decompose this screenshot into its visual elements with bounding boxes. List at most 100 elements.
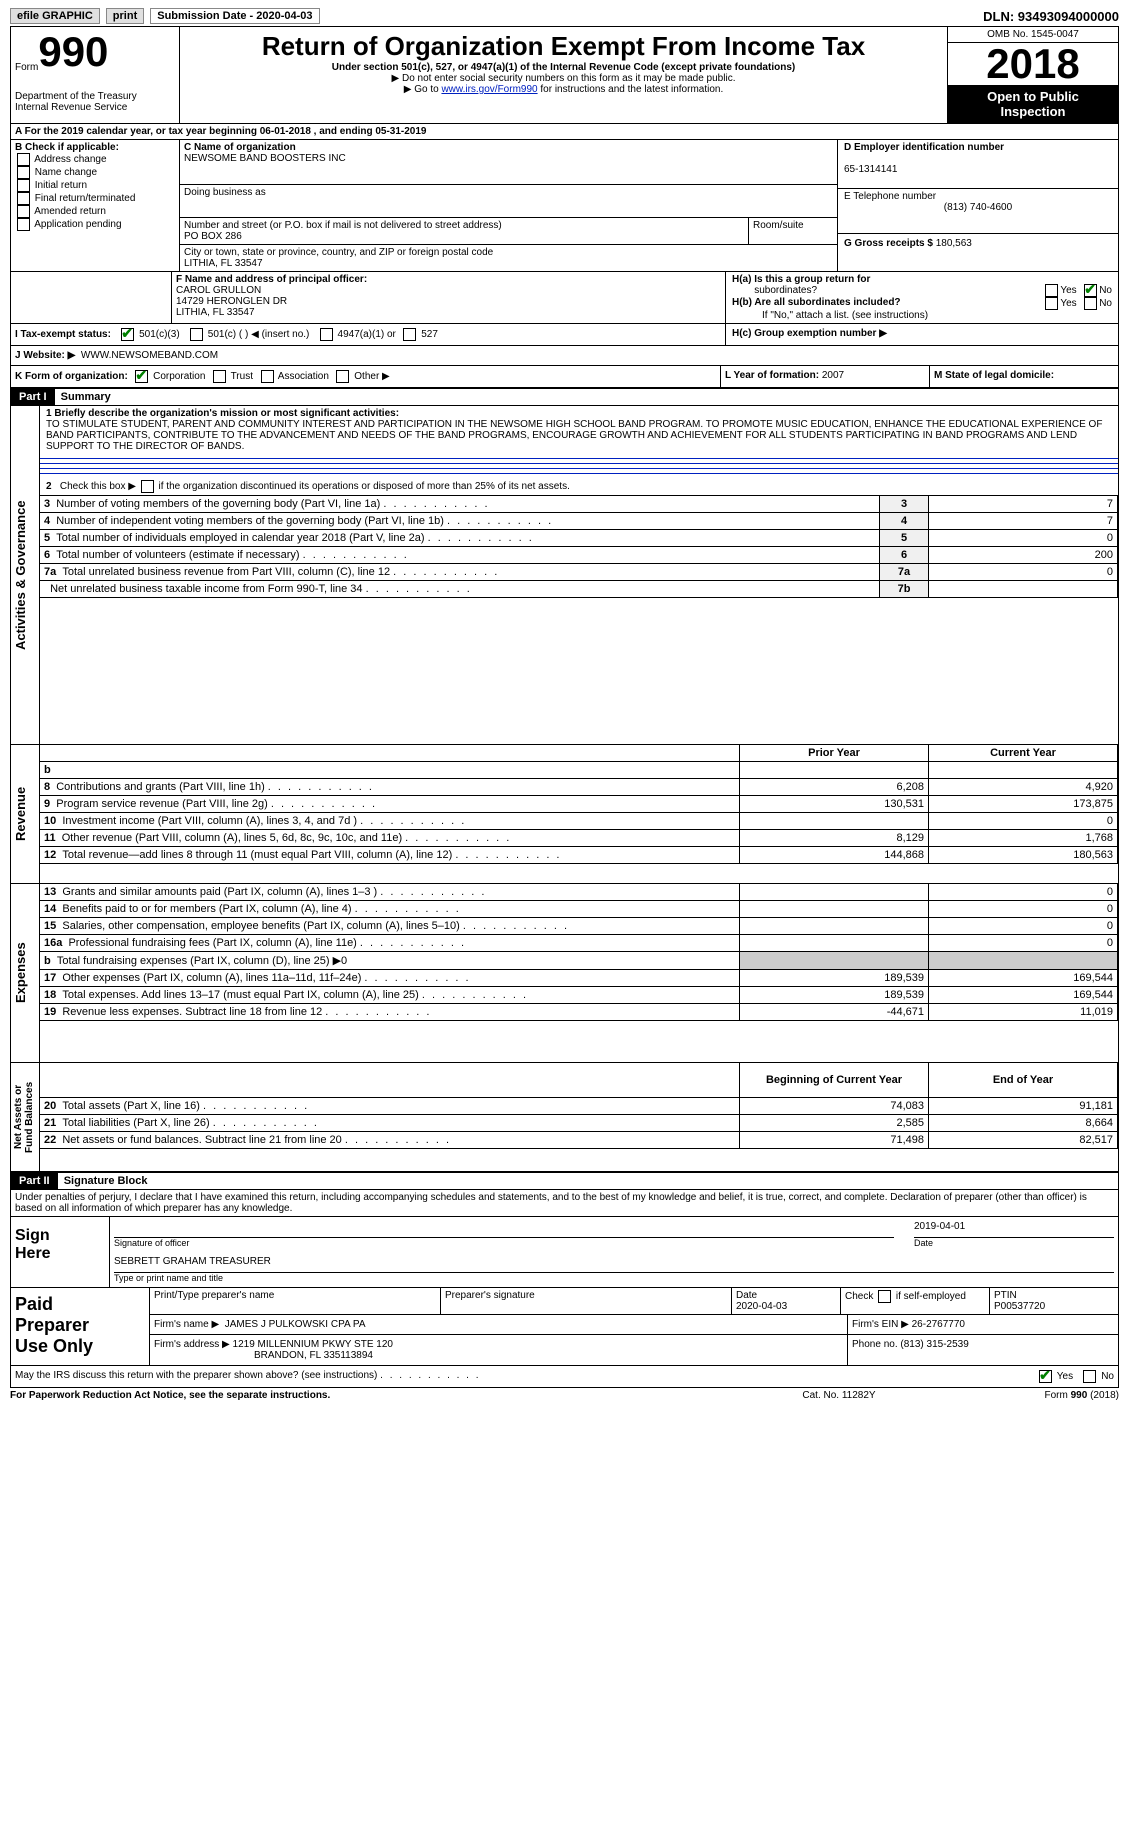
efile-label: efile GRAPHIC <box>17 10 93 22</box>
discuss-no-checkbox[interactable] <box>1083 1370 1096 1383</box>
open-public-box: Open to Public Inspection <box>948 85 1118 123</box>
col-begin: Beginning of Current Year <box>740 1063 929 1098</box>
officer-printed-name: SEBRETT GRAHAM TREASURER <box>114 1256 271 1267</box>
gross-receipts: 180,563 <box>936 238 972 249</box>
ein-value: 65-1314141 <box>844 164 897 175</box>
side-ag: Activities & Governance <box>11 406 40 744</box>
b-address-change[interactable]: Address change <box>15 153 175 166</box>
print-label: print <box>113 10 137 22</box>
line-a-end: 05-31-2019 <box>375 126 426 137</box>
perjury-text: Under penalties of perjury, I declare th… <box>10 1190 1119 1217</box>
l-label: L Year of formation: <box>725 370 819 381</box>
rule-line <box>40 468 1118 469</box>
part1-header-row: Part I Summary <box>10 388 1119 406</box>
k-assoc-checkbox[interactable] <box>261 370 274 383</box>
instructions-link[interactable]: www.irs.gov/Form990 <box>441 84 537 95</box>
hb-no-checkbox[interactable] <box>1084 297 1097 310</box>
form-id-block: Form990 Department of the Treasury Inter… <box>11 27 180 123</box>
part1-title: Summary <box>61 391 111 403</box>
table-row: 10 Investment income (Part VIII, column … <box>40 813 1118 830</box>
b-final-return[interactable]: Final return/terminated <box>15 192 175 205</box>
org-name: NEWSOME BAND BOOSTERS INC <box>184 153 346 164</box>
table-row: 19 Revenue less expenses. Subtract line … <box>40 1004 1118 1021</box>
year-block: OMB No. 1545-0047 2018 Open to Public In… <box>947 27 1118 123</box>
k-trust-checkbox[interactable] <box>213 370 226 383</box>
officer-name: CAROL GRULLON <box>176 285 261 296</box>
checkbox-icon <box>17 166 30 179</box>
side-net-text: Net Assets or Fund Balances <box>11 1063 37 1171</box>
section-deg: D Employer identification number 65-1314… <box>838 140 1118 271</box>
print-name-label: Print/Type preparer's name <box>154 1290 274 1301</box>
l2-text: 2 Check this box ▶ if the organization d… <box>46 481 570 492</box>
side-rev: Revenue <box>11 744 40 883</box>
discuss-text: May the IRS discuss this return with the… <box>15 1370 377 1381</box>
checkbox-icon <box>17 153 30 166</box>
discuss-yes-checkbox[interactable] <box>1039 1370 1052 1383</box>
date-label: Date <box>914 1238 1114 1248</box>
part2-label: Part II <box>11 1173 58 1189</box>
k-trust: Trust <box>231 371 253 382</box>
date2-value: 2020-04-03 <box>736 1301 787 1312</box>
table-row: 7a Total unrelated business revenue from… <box>40 564 1118 581</box>
form-number: 990 <box>38 31 108 73</box>
i-4947-checkbox[interactable] <box>320 328 333 341</box>
b-initial-return[interactable]: Initial return <box>15 179 175 192</box>
line-a-mid: , and ending <box>314 126 376 137</box>
d-label: D Employer identification number <box>844 142 1004 153</box>
self-employed-checkbox[interactable] <box>878 1290 891 1303</box>
i-527-checkbox[interactable] <box>403 328 416 341</box>
table-row: b Total fundraising expenses (Part IX, c… <box>40 952 1118 970</box>
ha-no-checkbox[interactable] <box>1084 284 1097 297</box>
governance-table: 3 Number of voting members of the govern… <box>40 495 1118 598</box>
side-rev-text: Revenue <box>11 745 30 883</box>
i-501c-checkbox[interactable] <box>190 328 203 341</box>
b-opt-0: Address change <box>34 154 106 165</box>
j-label: J Website: ▶ <box>15 350 75 361</box>
section-c: C Name of organization NEWSOME BAND BOOS… <box>180 140 838 271</box>
firm-addr-label: Firm's address ▶ <box>154 1339 230 1350</box>
no-label: No <box>1101 1371 1114 1382</box>
firm-ein-label: Firm's EIN ▶ <box>852 1319 909 1330</box>
b-name-change[interactable]: Name change <box>15 166 175 179</box>
section-h: H(a) Is this a group return for subordin… <box>726 272 1118 323</box>
i-c3: 501(c)(3) <box>139 329 180 340</box>
no-label: No <box>1099 285 1112 296</box>
title-block: Return of Organization Exempt From Incom… <box>180 27 947 123</box>
b-amended[interactable]: Amended return <box>15 205 175 218</box>
hb-note: If "No," attach a list. (see instruction… <box>732 310 1112 321</box>
line-a: A For the 2019 calendar year, or tax yea… <box>10 124 1119 140</box>
l1-label: 1 Briefly describe the organization's mi… <box>46 408 399 419</box>
i-c: 501(c) ( ) ◀ (insert no.) <box>208 329 310 340</box>
l2-checkbox[interactable] <box>141 480 154 493</box>
tax-year: 2018 <box>948 43 1118 85</box>
b-app-pending[interactable]: Application pending <box>15 218 175 231</box>
side-ag-text: Activities & Governance <box>11 406 30 744</box>
table-row: 9 Program service revenue (Part VIII, li… <box>40 796 1118 813</box>
print-button[interactable]: print <box>106 8 144 24</box>
line-a-prefix: A For the 2019 calendar year, or tax yea… <box>15 126 260 137</box>
warn2-suffix: for instructions and the latest informat… <box>538 84 724 95</box>
i-501c3-checkbox[interactable] <box>121 328 134 341</box>
table-row: 13 Grants and similar amounts paid (Part… <box>40 884 1118 901</box>
efile-button[interactable]: efile GRAPHIC <box>10 8 100 24</box>
i-a1: 4947(a)(1) or <box>338 329 396 340</box>
prep-sig-label: Preparer's signature <box>445 1290 535 1301</box>
i-hc-block: I Tax-exempt status: 501(c)(3) 501(c) ( … <box>10 324 1119 346</box>
part1-netassets: Net Assets or Fund Balances Beginning of… <box>10 1062 1119 1172</box>
table-row: 15 Salaries, other compensation, employe… <box>40 918 1118 935</box>
name-line: SEBRETT GRAHAM TREASURER <box>114 1256 1114 1273</box>
fh-block: F Name and address of principal officer:… <box>10 272 1119 324</box>
section-f: F Name and address of principal officer:… <box>172 272 726 323</box>
hb-yes-checkbox[interactable] <box>1045 297 1058 310</box>
ha-sub: subordinates? <box>754 285 817 296</box>
k-other-checkbox[interactable] <box>336 370 349 383</box>
addr-value: PO BOX 286 <box>184 231 242 242</box>
footer-mid: Cat. No. 11282Y <box>739 1390 939 1401</box>
ptin-label: PTIN <box>994 1290 1017 1301</box>
side-exp: Expenses <box>11 883 40 1062</box>
ha-yes-checkbox[interactable] <box>1045 284 1058 297</box>
k-corp-checkbox[interactable] <box>135 370 148 383</box>
phone-value: (813) 740-4600 <box>844 202 1112 213</box>
form-subtitle: Under section 501(c), 527, or 4947(a)(1)… <box>190 62 937 73</box>
paid-preparer-block: Paid Preparer Use Only Print/Type prepar… <box>10 1288 1119 1366</box>
